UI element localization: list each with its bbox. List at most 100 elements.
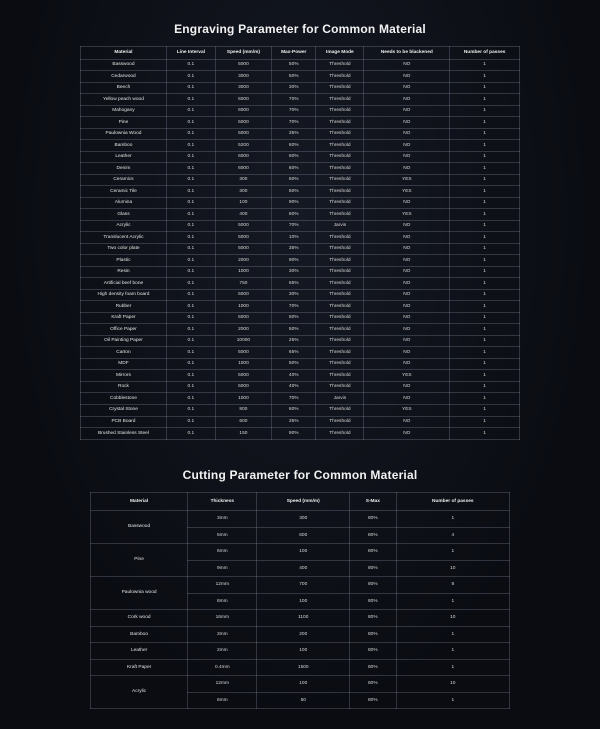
value-cell: 10 xyxy=(396,560,509,577)
material-cell: Leather xyxy=(81,151,167,163)
value-cell: 80% xyxy=(350,610,397,627)
material-cell: Yellow peach wood xyxy=(81,94,167,106)
value-cell: 0.1 xyxy=(166,128,215,140)
material-cell: Paulownia wood xyxy=(91,577,188,610)
value-cell: 1000 xyxy=(215,358,271,370)
value-cell: NO xyxy=(364,197,450,209)
value-cell: Threshold xyxy=(316,370,364,382)
engraving-title: Engraving Parameter for Common Material xyxy=(20,22,580,36)
value-cell: 1 xyxy=(450,347,520,359)
material-cell: Kraft Paper xyxy=(91,659,188,676)
value-cell: 0.1 xyxy=(166,312,215,324)
value-cell: NO xyxy=(364,278,450,290)
value-cell: 16mm xyxy=(188,610,257,627)
value-cell: 30% xyxy=(272,266,316,278)
value-cell: NO xyxy=(364,94,450,106)
value-cell: Threshold xyxy=(316,174,364,186)
value-cell: 10 xyxy=(396,610,509,627)
value-cell: 1 xyxy=(450,301,520,313)
value-cell: 60% xyxy=(272,209,316,221)
value-cell: 0.1 xyxy=(166,289,215,301)
value-cell: NO xyxy=(364,140,450,152)
value-cell: 6mm xyxy=(188,544,257,561)
value-cell: Threshold xyxy=(316,428,364,440)
material-cell: Artificial beef bone xyxy=(81,278,167,290)
value-cell: 50 xyxy=(257,692,350,709)
value-cell: Threshold xyxy=(316,312,364,324)
value-cell: 1 xyxy=(450,370,520,382)
cut-col-2: Speed (mm/m) xyxy=(257,492,350,511)
value-cell: 1 xyxy=(450,381,520,393)
value-cell: 80% xyxy=(350,659,397,676)
value-cell: Threshold xyxy=(316,347,364,359)
value-cell: 5mm xyxy=(188,527,257,544)
engraving-table: MaterialLine IntervalSpeed (mm/m)Max-Pow… xyxy=(80,46,520,440)
value-cell: 70% xyxy=(272,117,316,129)
value-cell: 8mm xyxy=(188,593,257,610)
value-cell: Threshold xyxy=(316,324,364,336)
value-cell: NO xyxy=(364,82,450,94)
value-cell: 1 xyxy=(450,220,520,232)
value-cell: 80% xyxy=(350,676,397,693)
value-cell: YES xyxy=(364,370,450,382)
table-row: Yellow peach wood0.1600070%ThresholdNO1 xyxy=(81,94,520,106)
engrave-col-2: Speed (mm/m) xyxy=(215,47,271,60)
value-cell: 35% xyxy=(272,416,316,428)
material-cell: Bamboo xyxy=(91,626,188,643)
value-cell: 1 xyxy=(450,82,520,94)
value-cell: Threshold xyxy=(316,186,364,198)
table-row: Cedarwood0.1300050%ThresholdNO1 xyxy=(81,71,520,83)
value-cell: 0.1 xyxy=(166,163,215,175)
value-cell: 0.1 xyxy=(166,301,215,313)
material-cell: Translucent Acrylic xyxy=(81,232,167,244)
value-cell: 1 xyxy=(396,511,509,528)
material-cell: Cork wood xyxy=(91,610,188,627)
material-cell: Acrylic xyxy=(81,220,167,232)
value-cell: NO xyxy=(364,358,450,370)
value-cell: YES xyxy=(364,186,450,198)
value-cell: Threshold xyxy=(316,105,364,117)
value-cell: Threshold xyxy=(316,117,364,129)
value-cell: Threshold xyxy=(316,59,364,71)
table-row: Plastic0.1200090%ThresholdNO1 xyxy=(81,255,520,267)
value-cell: 1 xyxy=(450,128,520,140)
value-cell: 1 xyxy=(450,278,520,290)
value-cell: 3mm xyxy=(188,511,257,528)
material-cell: Acrylic xyxy=(91,676,188,709)
value-cell: NO xyxy=(364,324,450,336)
value-cell: Threshold xyxy=(316,301,364,313)
value-cell: NO xyxy=(364,163,450,175)
value-cell: 6000 xyxy=(215,163,271,175)
value-cell: 50% xyxy=(272,324,316,336)
cut-col-0: Material xyxy=(91,492,188,511)
value-cell: 0.1 xyxy=(166,174,215,186)
value-cell: 5200 xyxy=(215,140,271,152)
value-cell: NO xyxy=(364,59,450,71)
value-cell: 12mm xyxy=(188,577,257,594)
value-cell: 80% xyxy=(350,626,397,643)
table-row: Leather2mm10080%1 xyxy=(91,643,510,660)
value-cell: 0.1 xyxy=(166,370,215,382)
value-cell: YES xyxy=(364,209,450,221)
table-row: Rock0.1500040%ThresholdNO1 xyxy=(81,381,520,393)
value-cell: 60% xyxy=(272,163,316,175)
engrave-col-4: Image Mode xyxy=(316,47,364,60)
table-row: Paulownia Wood0.1500035%ThresholdNO1 xyxy=(81,128,520,140)
value-cell: 0.1 xyxy=(166,82,215,94)
value-cell: 100 xyxy=(257,676,350,693)
table-row: Bamboo0.1520060%ThresholdNO1 xyxy=(81,140,520,152)
value-cell: 1 xyxy=(450,94,520,106)
value-cell: NO xyxy=(364,151,450,163)
value-cell: Threshold xyxy=(316,255,364,267)
value-cell: 1 xyxy=(450,404,520,416)
table-row: Office Paper0.1200050%ThresholdNO1 xyxy=(81,324,520,336)
value-cell: 1 xyxy=(450,255,520,267)
material-cell: Brushed Stainless Steel xyxy=(81,428,167,440)
table-row: Denim0.1600060%ThresholdNO1 xyxy=(81,163,520,175)
table-row: Glass0.140060%ThresholdYES1 xyxy=(81,209,520,221)
value-cell: 2mm xyxy=(188,643,257,660)
value-cell: Threshold xyxy=(316,266,364,278)
value-cell: 1 xyxy=(396,643,509,660)
value-cell: 0.1 xyxy=(166,255,215,267)
engrave-col-5: Needs to be blackened xyxy=(364,47,450,60)
